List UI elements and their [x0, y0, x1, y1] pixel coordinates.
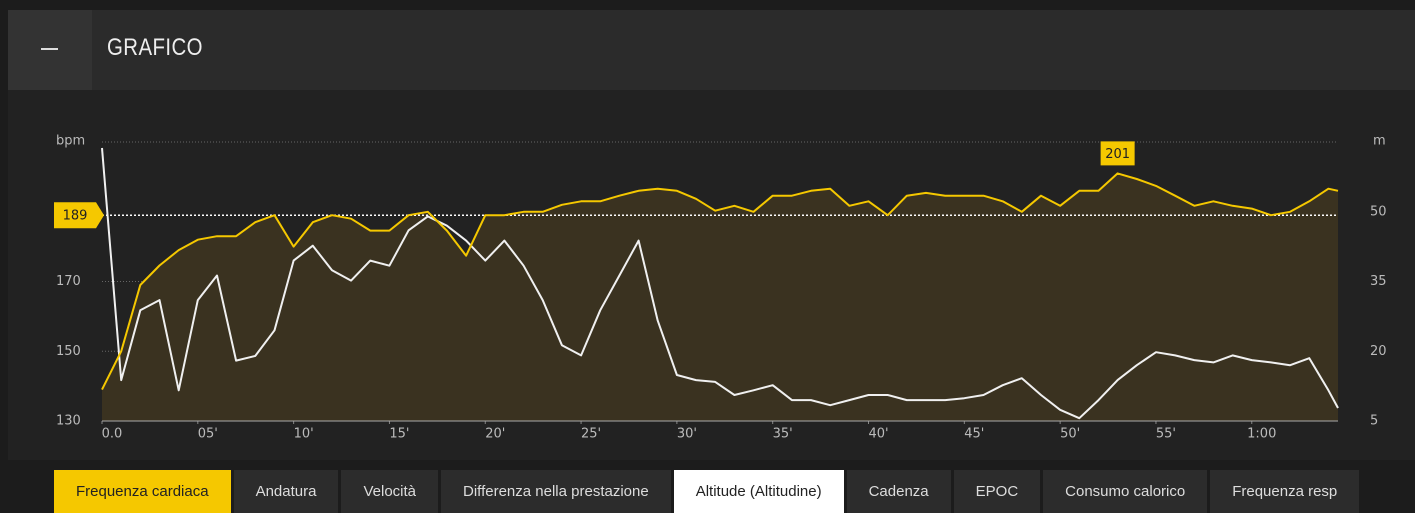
tab[interactable]: Cadenza — [846, 470, 951, 513]
x-tick-label: 50' — [1060, 427, 1080, 442]
series-area — [102, 173, 1338, 421]
y2-tick-label: 20 — [1370, 344, 1387, 359]
average-tag — [54, 202, 104, 229]
max-tag — [1100, 141, 1135, 166]
x-tick-label: 0.0 — [102, 427, 123, 442]
tab[interactable]: EPOC — [953, 470, 1041, 513]
x-tick-label: 40' — [868, 427, 888, 442]
y-axis-label: bpm — [56, 134, 85, 149]
collapse-button[interactable] — [8, 10, 92, 90]
max-label: 201 — [1105, 147, 1130, 162]
series-line — [101, 147, 1339, 420]
x-tick-label: 35' — [773, 427, 793, 442]
tab[interactable]: Differenza nella prestazione — [441, 470, 671, 513]
x-tick-label: 05' — [198, 427, 218, 442]
x-tick-label: 30' — [677, 427, 697, 442]
section-title: GRAFICO — [107, 34, 203, 61]
x-tick-label: 45' — [964, 427, 984, 442]
chart: bpm m 130 150 170 5 20 35 50 0.0 05' 10' 15' 20' 25' 30… — [54, 134, 1387, 442]
x-tick-label: 10' — [294, 427, 314, 442]
tab-bar: Frequenza cardiaca Andatura Velocità Differ… — [54, 470, 1415, 513]
series-line — [101, 172, 1339, 391]
x-tick-label: 25' — [581, 427, 601, 442]
y-tick-label: 150 — [56, 344, 81, 359]
tab[interactable]: Consumo calorico — [1043, 470, 1208, 513]
tab[interactable]: Altitude (Altitudine) — [673, 470, 844, 513]
x-tick-label: 1:00 — [1247, 427, 1276, 442]
x-tick-label: 20' — [485, 427, 505, 442]
x-tick-label: 55' — [1156, 427, 1176, 442]
header: GRAFICO — [8, 10, 1415, 90]
y2-tick-label: 35 — [1370, 274, 1387, 289]
tab[interactable]: Frequenza cardiaca — [54, 470, 231, 513]
y2-tick-label: 50 — [1370, 204, 1387, 219]
y-tick-label: 170 — [56, 274, 81, 289]
y-tick-label: 130 — [56, 414, 81, 429]
tab[interactable]: Frequenza resp — [1210, 470, 1360, 513]
chart-panel: bpm m 130 150 170 5 20 35 50 0.0 05' 10' 15' 20' 25' 30… — [8, 90, 1415, 460]
x-tick-label: 15' — [389, 427, 409, 442]
tab[interactable]: Velocità — [341, 470, 439, 513]
y2-axis-label: m — [1373, 134, 1386, 149]
average-label: 189 — [63, 209, 88, 224]
collapse-icon — [41, 48, 58, 50]
y2-tick-label: 5 — [1370, 414, 1378, 429]
tab[interactable]: Andatura — [233, 470, 339, 513]
